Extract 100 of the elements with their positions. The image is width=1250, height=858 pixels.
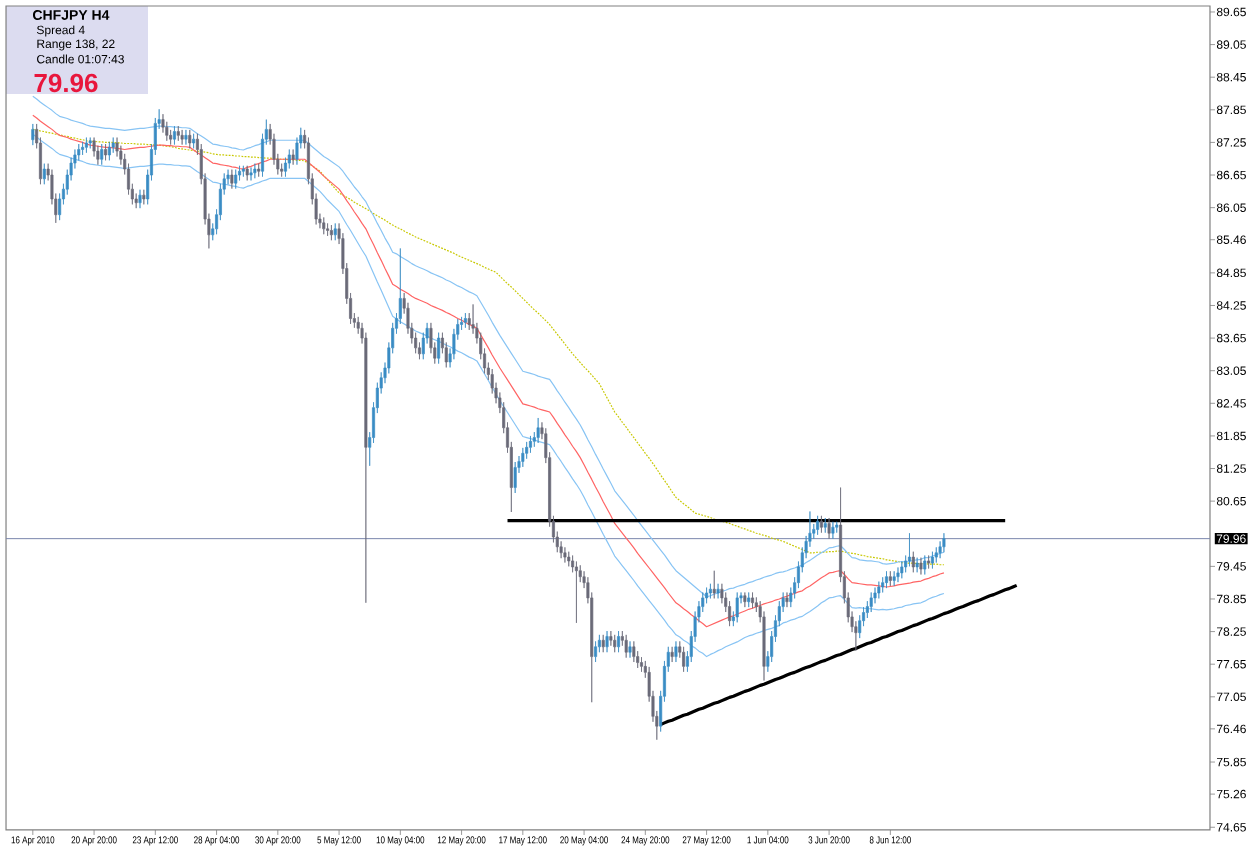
candlestick (942, 532, 946, 553)
candlestick (188, 129, 192, 149)
candlestick (563, 546, 567, 563)
candlestick (184, 129, 188, 145)
candlestick (100, 143, 104, 166)
candlestick (230, 169, 234, 189)
candlestick (938, 541, 942, 559)
candlestick (245, 165, 249, 181)
candlestick (115, 137, 119, 157)
candlestick (923, 555, 927, 575)
candlestick (249, 167, 253, 181)
candlestick (513, 461, 517, 494)
candlestick (180, 129, 184, 145)
candlestick (84, 137, 88, 154)
candlestick (881, 576, 885, 593)
candlestick (869, 592, 873, 613)
candlestick (467, 312, 471, 331)
candlestick (165, 121, 169, 142)
candlestick (716, 583, 720, 599)
candlestick (601, 634, 605, 653)
candlestick (525, 441, 529, 460)
candlestick (329, 224, 333, 241)
candlestick (253, 163, 257, 179)
candlestick (104, 143, 108, 161)
candlestick (241, 165, 245, 178)
candlestick (835, 521, 839, 534)
candlestick (919, 557, 923, 575)
candlestick (234, 169, 238, 189)
annotation: 79.96 (34, 73, 98, 93)
candlestick (437, 332, 441, 364)
candlestick (257, 163, 261, 178)
candlestick (77, 143, 81, 161)
candlestick (238, 165, 242, 181)
candlestick (613, 634, 617, 653)
candlestick (107, 141, 111, 161)
candlestick (96, 145, 100, 166)
candlestick (88, 137, 92, 149)
candlestick (42, 163, 46, 185)
candlestick (670, 646, 674, 663)
candlestick (287, 149, 291, 169)
candlestick (892, 570, 896, 587)
candlestick (896, 567, 900, 583)
candlestick (567, 551, 571, 567)
candlestick (747, 592, 751, 608)
candlestick (831, 521, 835, 539)
candlestick (888, 570, 892, 587)
candlestick (705, 587, 709, 604)
candlestick (712, 570, 716, 599)
candlestick (819, 515, 823, 534)
candlestick (915, 557, 919, 573)
candlestick (865, 600, 869, 619)
candlestick (138, 189, 142, 209)
candlestick (628, 641, 632, 659)
candlestick (528, 435, 532, 454)
candlestick (291, 149, 295, 166)
candlestick (609, 630, 613, 647)
candlestick (877, 581, 881, 599)
candlestick (907, 532, 911, 567)
candlestick (900, 561, 904, 579)
candlestick (326, 223, 330, 237)
candlestick (111, 137, 115, 154)
candlestick (536, 417, 540, 444)
candlestick (816, 515, 820, 536)
candlestick (624, 634, 628, 659)
candlestick (594, 641, 598, 663)
candlestick (31, 123, 35, 146)
candlestick (934, 546, 938, 563)
candlestick (142, 189, 146, 205)
candlestick (119, 145, 123, 166)
candlestick (176, 125, 180, 142)
candlestick (169, 129, 173, 145)
candlestick (617, 630, 621, 653)
candlestick (333, 223, 337, 241)
candlestick (911, 551, 915, 573)
candlestick (927, 555, 931, 569)
candlestick (322, 217, 326, 235)
candlestick (728, 600, 732, 627)
candlestick (720, 583, 724, 604)
candlestick (161, 113, 165, 133)
candlestick (823, 517, 827, 534)
candlestick (858, 614, 862, 639)
candlestick (463, 312, 467, 329)
candlestick (735, 592, 739, 623)
candlestick (192, 133, 196, 149)
candlestick (751, 592, 755, 609)
candlestick (674, 641, 678, 663)
candlestick (682, 646, 686, 673)
candlestick (632, 641, 636, 663)
candlestick (743, 592, 747, 608)
candlestick (827, 517, 831, 539)
candlestick (574, 561, 578, 624)
candlestick (81, 141, 85, 156)
candlestick (873, 587, 877, 604)
candlestick (708, 583, 712, 599)
candlestick (930, 551, 934, 569)
candlestick (92, 137, 96, 157)
candlestick (521, 447, 525, 468)
candlestick (283, 157, 287, 178)
candlestick (785, 592, 789, 608)
candlestick (172, 125, 176, 145)
